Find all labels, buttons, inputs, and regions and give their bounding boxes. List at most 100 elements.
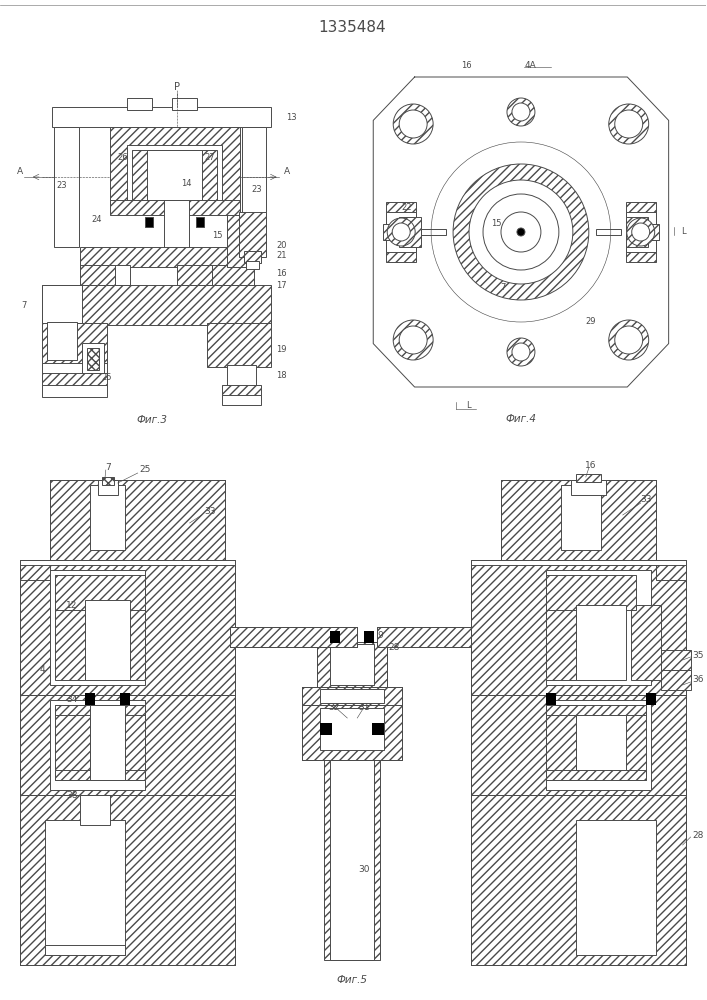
Bar — [50, 480, 225, 560]
Bar — [50, 570, 145, 685]
Text: P: P — [174, 82, 180, 92]
Bar — [42, 285, 271, 325]
Text: A: A — [284, 167, 290, 176]
Bar — [330, 631, 340, 643]
Bar — [242, 127, 267, 247]
Text: 14: 14 — [182, 178, 192, 188]
Circle shape — [483, 194, 559, 270]
Bar — [55, 575, 85, 680]
Bar — [115, 265, 130, 285]
Bar — [471, 560, 686, 695]
Bar — [561, 485, 601, 550]
Text: 19: 19 — [276, 346, 287, 355]
Bar — [471, 560, 686, 695]
Bar — [320, 689, 384, 703]
Bar — [320, 708, 384, 750]
Circle shape — [387, 218, 415, 246]
Bar — [42, 363, 107, 375]
Bar — [303, 687, 402, 705]
Bar — [20, 695, 235, 795]
Circle shape — [392, 223, 410, 241]
Bar — [471, 795, 686, 965]
Bar — [55, 705, 145, 715]
Bar — [421, 229, 446, 235]
Text: L: L — [682, 228, 686, 236]
Text: 25: 25 — [139, 466, 151, 475]
Circle shape — [615, 326, 643, 354]
Bar — [546, 770, 645, 780]
Bar — [124, 705, 145, 780]
Text: 16: 16 — [461, 60, 472, 70]
Bar — [575, 715, 626, 770]
Bar — [330, 760, 374, 960]
Text: 4: 4 — [39, 666, 45, 674]
Bar — [378, 627, 626, 647]
Bar — [45, 945, 124, 955]
Text: 16: 16 — [585, 460, 597, 470]
Bar — [55, 575, 145, 610]
Bar — [55, 705, 90, 780]
Bar — [373, 723, 384, 735]
Bar — [85, 693, 95, 705]
Bar — [317, 642, 387, 687]
Bar — [626, 212, 655, 252]
Bar — [119, 693, 130, 705]
Bar — [546, 570, 650, 685]
Circle shape — [453, 164, 589, 300]
Bar — [626, 217, 648, 247]
Text: 36: 36 — [693, 676, 704, 684]
Bar — [82, 343, 104, 373]
Bar — [130, 605, 145, 680]
Bar — [20, 695, 235, 795]
Circle shape — [517, 228, 525, 236]
Bar — [132, 150, 216, 200]
Text: 17: 17 — [276, 280, 287, 290]
Bar — [110, 200, 240, 215]
Bar — [626, 202, 655, 262]
Bar — [211, 265, 255, 285]
Bar — [238, 212, 267, 257]
Bar — [546, 705, 575, 780]
Bar — [303, 687, 402, 705]
Circle shape — [632, 223, 650, 241]
Bar — [55, 770, 145, 780]
Bar — [386, 212, 416, 252]
Circle shape — [609, 320, 649, 360]
Bar — [471, 560, 686, 565]
Bar — [172, 98, 197, 110]
Bar — [320, 723, 332, 735]
Bar — [501, 480, 655, 560]
Bar — [102, 477, 114, 485]
Bar — [364, 631, 374, 643]
Circle shape — [399, 110, 427, 138]
Bar — [303, 700, 402, 760]
Bar — [303, 700, 402, 760]
Bar — [645, 693, 655, 705]
Bar — [98, 480, 118, 495]
Bar — [616, 705, 645, 780]
Bar — [546, 705, 645, 715]
Bar — [163, 200, 189, 250]
Circle shape — [507, 338, 535, 366]
Bar — [90, 705, 124, 780]
Circle shape — [469, 180, 573, 284]
Bar — [230, 627, 357, 647]
Bar — [317, 642, 387, 687]
Text: 18: 18 — [276, 370, 287, 379]
Text: 23: 23 — [57, 180, 67, 190]
Text: 27: 27 — [204, 152, 215, 161]
Text: 7: 7 — [501, 282, 506, 292]
Bar — [20, 795, 235, 965]
Bar — [386, 202, 416, 262]
Bar — [20, 560, 235, 565]
Text: 15: 15 — [212, 231, 223, 239]
Bar — [50, 700, 145, 790]
Bar — [80, 265, 115, 285]
Bar — [196, 217, 204, 227]
Text: 24: 24 — [91, 216, 102, 225]
Bar — [378, 627, 626, 647]
Bar — [221, 385, 262, 397]
Bar — [145, 217, 153, 227]
Bar — [85, 600, 130, 680]
Text: 7: 7 — [22, 300, 27, 310]
